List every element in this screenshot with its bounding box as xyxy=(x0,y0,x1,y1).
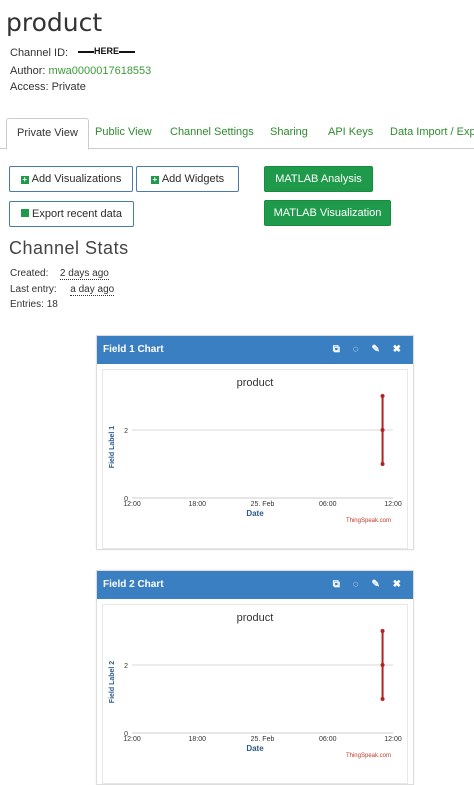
last-entry-row: Last entry: a day ago xyxy=(10,284,115,296)
field-2-chart-header: Field 2 Chart ⧉ ◌ ✎ ✖ xyxy=(97,571,413,599)
external-link-icon[interactable]: ⧉ xyxy=(332,579,340,590)
chart-title: product xyxy=(237,377,274,389)
field-2-chart-svg: product 0 2 12:00 18:00 25. Feb 06:00 12:00 Date… xyxy=(109,612,402,759)
field-1-chart-card: Field 1 Chart ⧉ ◌ ✎ ✖ product 0 2 12:00 18:0… xyxy=(96,335,414,550)
channel-id-row: Channel ID: xyxy=(10,47,68,59)
data-point xyxy=(380,663,385,667)
close-icon[interactable]: ✖ xyxy=(392,344,401,355)
matlab-visualization-button[interactable]: MATLAB Visualization xyxy=(264,200,391,226)
tab-public-view[interactable]: Public View xyxy=(95,126,152,138)
plus-icon: + xyxy=(150,175,159,184)
thingspeak-watermark: ThingSpeak.com xyxy=(346,753,391,759)
tab-sharing[interactable]: Sharing xyxy=(270,126,308,138)
access-label: Access: xyxy=(10,81,49,93)
chart-header-title: Field 1 Chart xyxy=(103,344,164,355)
channel-id-value: HERE xyxy=(78,46,136,56)
x-tick-label: 12:00 xyxy=(123,736,141,743)
data-point xyxy=(380,462,385,466)
close-icon[interactable]: ✖ xyxy=(392,579,401,590)
created-row: Created: 2 days ago xyxy=(10,268,109,280)
export-recent-data-button[interactable]: Export recent data xyxy=(9,201,134,227)
last-entry-label: Last entry: xyxy=(10,284,57,295)
y-axis-label: Field Label 2 xyxy=(109,661,116,704)
y-tick-label: 2 xyxy=(124,428,128,435)
author-link[interactable]: mwa0000017618553 xyxy=(48,65,152,77)
y-tick-label: 0 xyxy=(124,496,128,503)
tab-api-keys[interactable]: API Keys xyxy=(328,126,374,138)
y-tick-label: 0 xyxy=(124,731,128,738)
x-tick-label: 06:00 xyxy=(319,736,337,743)
created-value: 2 days ago xyxy=(59,268,109,280)
author-label: Author: xyxy=(10,65,46,77)
add-visualizations-button[interactable]: + Add Visualizations xyxy=(9,166,133,192)
x-axis-label: Date xyxy=(246,744,264,753)
field-1-chart-svg: product 0 2 12:00 18:00 25. Feb 06:00 12:00 Date… xyxy=(109,377,402,524)
access-value: Private xyxy=(51,81,86,93)
chart-header-title: Field 2 Chart xyxy=(103,579,164,590)
comment-icon[interactable]: ◌ xyxy=(352,344,359,355)
author-row: Author: mwa0000017618553 xyxy=(10,65,151,77)
x-tick-label: 06:00 xyxy=(319,501,337,508)
x-tick-label: 25. Feb xyxy=(251,501,275,508)
external-link-icon[interactable]: ⧉ xyxy=(332,344,340,355)
add-widgets-button[interactable]: + Add Widgets xyxy=(136,166,239,192)
access-row: Access: Private xyxy=(10,81,86,93)
chart-title: product xyxy=(237,612,274,624)
channel-stats-heading: Channel Stats xyxy=(9,238,129,258)
x-tick-label: 12:00 xyxy=(384,736,402,743)
x-axis-label: Date xyxy=(246,509,264,518)
page-title: product xyxy=(6,8,103,37)
tab-private-view[interactable]: Private View xyxy=(6,118,89,150)
last-entry-value: a day ago xyxy=(70,284,115,296)
field-2-plot-area: product 0 2 12:00 18:00 25. Feb 06:00 12:00 Date… xyxy=(102,604,408,784)
export-icon xyxy=(21,209,30,217)
channel-id-label: Channel ID: xyxy=(10,47,69,59)
comment-icon[interactable]: ◌ xyxy=(352,579,359,590)
field-1-chart-header: Field 1 Chart ⧉ ◌ ✎ ✖ xyxy=(97,336,413,364)
field-1-plot-area: product 0 2 12:00 18:00 25. Feb 06:00 12:00 Date… xyxy=(102,369,408,549)
data-point xyxy=(380,428,385,432)
entries-row: Entries: 18 xyxy=(10,299,58,310)
y-tick-label: 2 xyxy=(124,663,128,670)
plus-icon: + xyxy=(20,175,29,184)
tab-data-import-export[interactable]: Data Import / Expo xyxy=(390,126,474,138)
x-tick-label: 12:00 xyxy=(123,501,141,508)
x-tick-label: 18:00 xyxy=(188,501,206,508)
data-point xyxy=(380,697,385,701)
matlab-analysis-button[interactable]: MATLAB Analysis xyxy=(264,166,373,192)
entries-value: 18 xyxy=(46,299,58,310)
entries-label: Entries: xyxy=(10,299,44,310)
x-tick-label: 25. Feb xyxy=(251,736,275,743)
tab-channel-settings[interactable]: Channel Settings xyxy=(170,126,254,138)
pencil-icon[interactable]: ✎ xyxy=(371,579,380,590)
data-point xyxy=(380,629,385,633)
channel-tabs: Private View Public View Channel Setting… xyxy=(0,118,474,150)
thingspeak-watermark: ThingSpeak.com xyxy=(346,518,391,524)
x-tick-label: 12:00 xyxy=(384,501,402,508)
field-2-chart-card: Field 2 Chart ⧉ ◌ ✎ ✖ product 0 2 12:00 18:0… xyxy=(96,570,414,785)
y-axis-label: Field Label 1 xyxy=(109,426,116,469)
data-point xyxy=(380,394,385,398)
created-label: Created: xyxy=(10,268,49,279)
x-tick-label: 18:00 xyxy=(188,736,206,743)
pencil-icon[interactable]: ✎ xyxy=(371,344,380,355)
